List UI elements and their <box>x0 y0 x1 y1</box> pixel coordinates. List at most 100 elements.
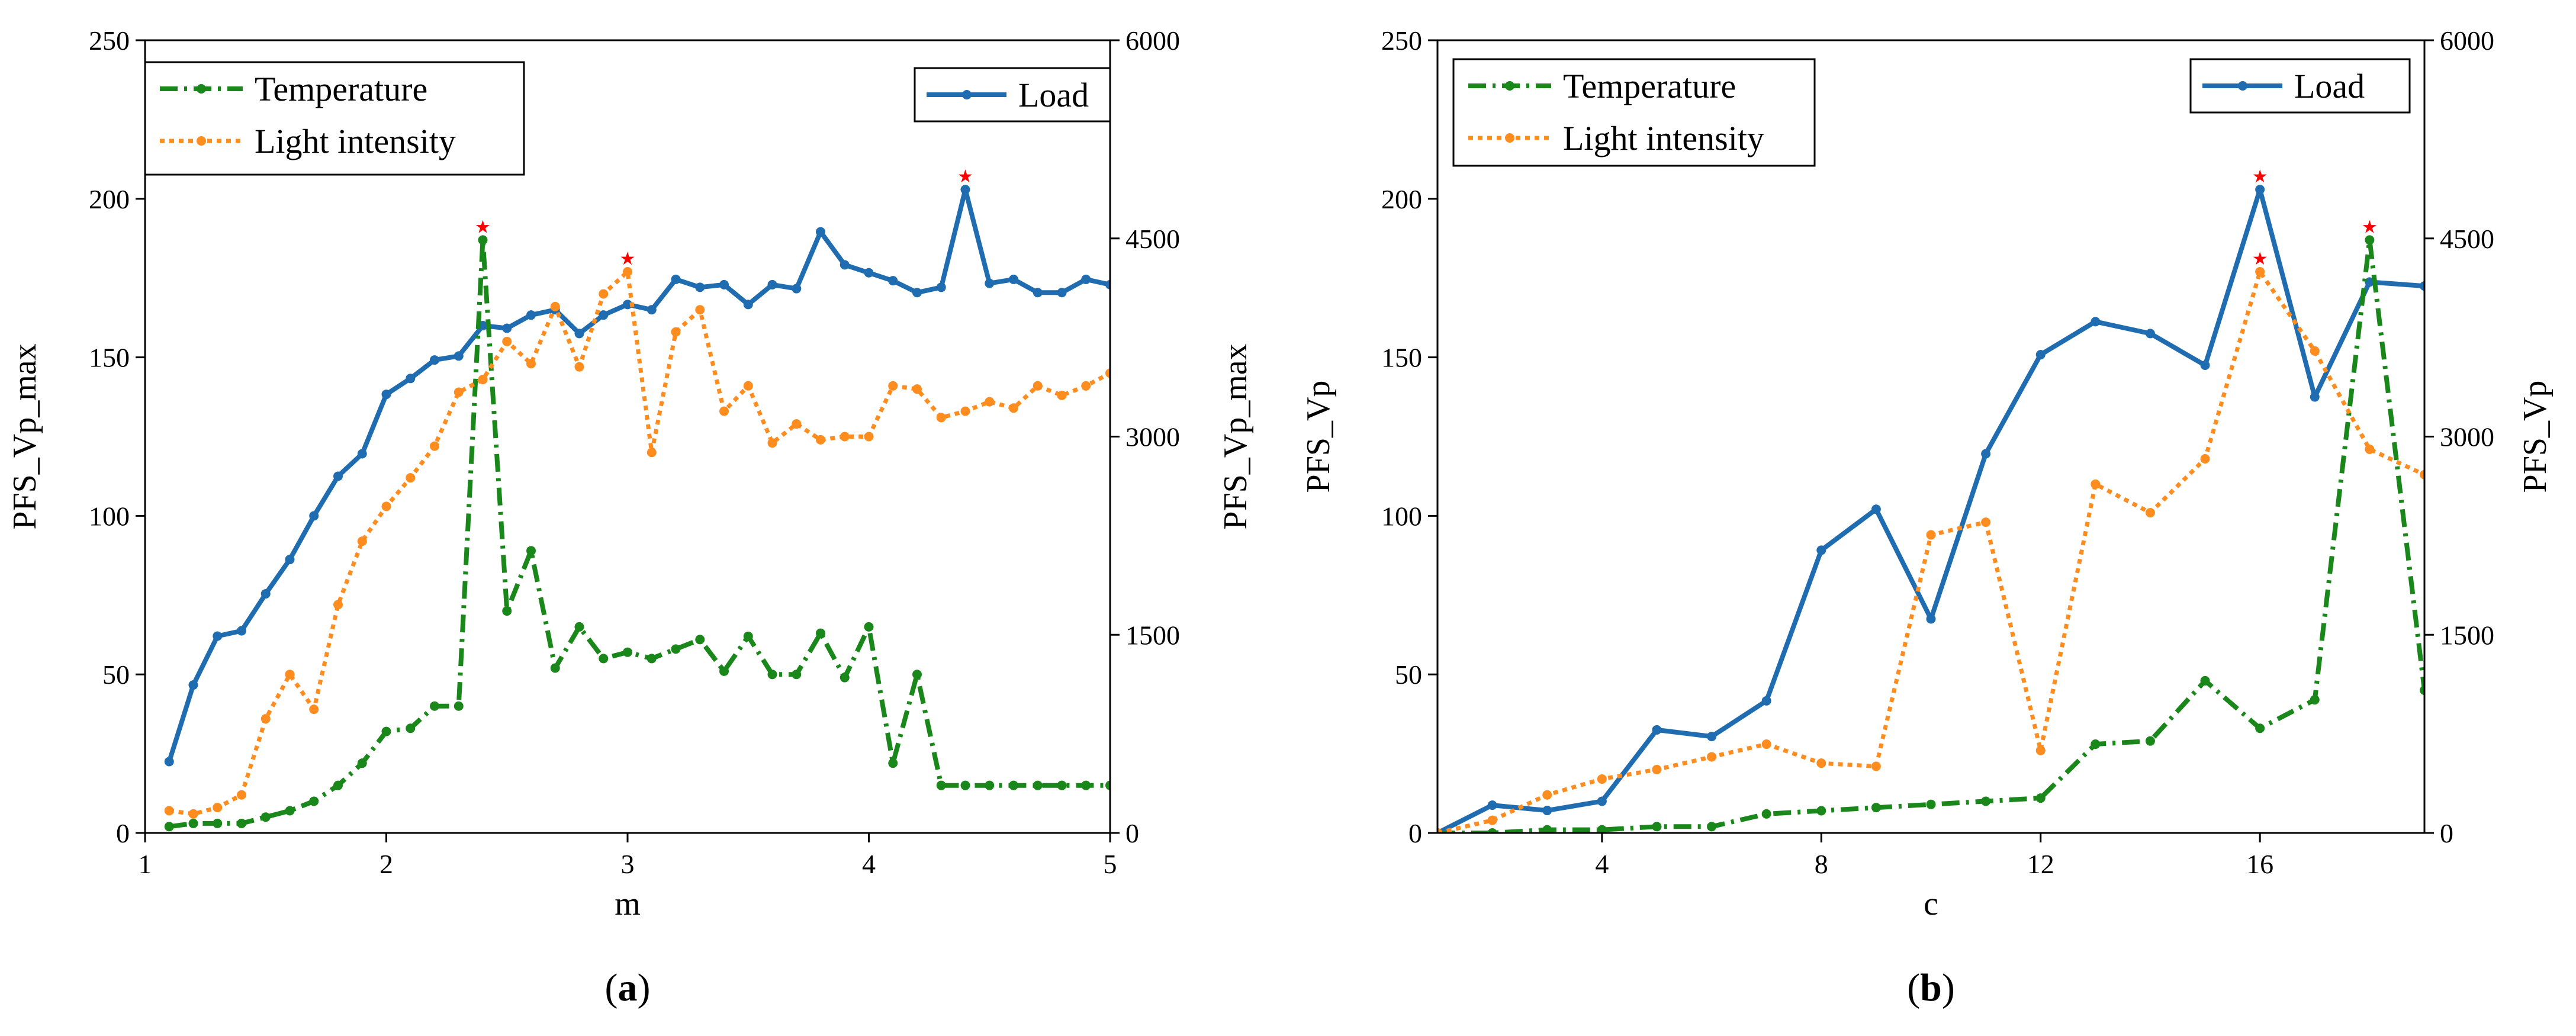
data-point-light-intensity <box>647 448 657 458</box>
data-point-temperature <box>792 670 802 680</box>
data-point-load <box>623 300 632 310</box>
y-left-tick-label: 250 <box>1381 25 1422 56</box>
series-group <box>164 185 1110 832</box>
y-left-tick-label: 0 <box>116 818 130 848</box>
data-point-light-intensity <box>309 704 319 715</box>
data-point-temperature <box>2420 685 2424 695</box>
data-point-light-intensity <box>502 336 512 346</box>
data-point-temperature <box>840 673 850 683</box>
data-point-temperature <box>2365 235 2375 245</box>
data-point-light-intensity <box>1871 761 1881 771</box>
data-point-light-intensity <box>864 432 874 442</box>
data-point-temperature <box>985 780 995 790</box>
data-point-light-intensity <box>1761 739 1771 749</box>
y-right-tick-label: 6000 <box>1125 25 1180 56</box>
data-point-load <box>1487 800 1497 810</box>
data-point-temperature <box>623 647 632 657</box>
data-point-load <box>840 260 850 270</box>
data-point-load <box>237 626 246 636</box>
legend-label: Temperature <box>255 70 427 108</box>
data-point-temperature <box>2200 675 2210 686</box>
data-point-load <box>1707 732 1717 742</box>
x-tick-label: 8 <box>1815 849 1828 879</box>
data-point-light-intensity <box>2145 508 2155 518</box>
x-tick-label: 4 <box>1595 849 1609 879</box>
data-point-temperature <box>164 822 174 832</box>
data-point-temperature <box>333 780 343 790</box>
data-point-temperature <box>237 818 246 828</box>
data-point-load <box>1871 504 1881 514</box>
panel-label: (a) <box>605 966 651 1009</box>
data-point-light-intensity <box>1707 752 1717 762</box>
data-point-temperature <box>816 628 825 638</box>
peak-star-marker: ★ <box>620 249 636 269</box>
data-point-temperature <box>767 670 777 680</box>
data-point-load <box>1105 279 1110 289</box>
legend-label: Temperature <box>1563 67 1736 105</box>
legend-box <box>1452 58 1816 167</box>
legend-label: Load <box>1018 76 1089 114</box>
data-point-temperature <box>2035 793 2046 803</box>
data-point-load <box>1081 274 1091 284</box>
legend-marker <box>1505 133 1514 143</box>
data-point-light-intensity <box>164 806 174 816</box>
x-tick-label: 3 <box>621 849 635 879</box>
panel-b: ★ ★ ★ 4 8 12 16 0 50 100 150 200 250 0 1500 3000 4500 600… <box>1300 25 2554 1009</box>
data-point-load <box>719 279 729 289</box>
data-point-temperature <box>912 670 922 680</box>
data-point-temperature <box>888 758 898 768</box>
data-point-temperature <box>960 780 970 790</box>
data-point-light-intensity <box>213 803 223 813</box>
data-point-light-intensity <box>406 473 416 483</box>
data-point-light-intensity <box>2365 444 2375 454</box>
peak-star-marker: ★ <box>2362 217 2378 237</box>
x-axis-label: m <box>615 886 641 922</box>
data-point-temperature <box>188 818 198 828</box>
legend-label: Load <box>2294 67 2365 105</box>
peak-star-marker: ★ <box>2252 167 2268 186</box>
series-line-temperature <box>169 237 1110 829</box>
legend-label: Light intensity <box>255 122 456 160</box>
y-right-tick-label: 1500 <box>2440 620 2494 650</box>
data-point-light-intensity <box>1009 403 1018 413</box>
data-point-load <box>1761 696 1771 706</box>
data-point-load <box>864 268 874 278</box>
data-point-light-intensity <box>1981 517 1991 527</box>
data-point-light-intensity <box>2091 479 2101 489</box>
y-left-tick-label: 100 <box>1381 501 1422 531</box>
x-tick-label: 5 <box>1104 849 1117 879</box>
data-point-light-intensity <box>357 536 367 546</box>
legend-right: Load <box>914 67 1111 123</box>
data-point-load <box>502 323 512 333</box>
data-point-light-intensity <box>550 301 560 311</box>
data-point-temperature <box>647 654 657 664</box>
y-left-tick-label: 150 <box>89 343 130 373</box>
data-point-light-intensity <box>936 413 946 423</box>
data-point-load <box>985 278 995 288</box>
data-point-temperature <box>261 812 271 822</box>
data-point-light-intensity <box>1437 828 1442 833</box>
data-point-temperature <box>309 796 319 806</box>
data-point-load <box>2035 350 2046 360</box>
data-point-light-intensity <box>478 375 488 385</box>
data-point-temperature <box>1816 806 1826 816</box>
data-point-load <box>454 351 464 361</box>
data-point-temperature <box>2255 723 2265 733</box>
data-point-load <box>2200 360 2210 370</box>
data-point-light-intensity <box>960 406 970 416</box>
data-point-light-intensity <box>1816 758 1826 768</box>
legend-marker <box>2238 81 2247 91</box>
data-point-light-intensity <box>526 359 536 369</box>
x-tick-label: 4 <box>862 849 876 879</box>
legend-marker <box>962 90 972 99</box>
data-point-light-intensity <box>671 327 681 337</box>
y-axis-label-left: PFS_Vp <box>1300 381 1337 493</box>
data-point-load <box>285 555 295 565</box>
data-point-load <box>647 305 657 315</box>
data-point-light-intensity <box>261 714 271 724</box>
data-point-temperature <box>430 701 439 711</box>
data-point-temperature <box>2310 695 2320 705</box>
data-point-light-intensity <box>1057 390 1067 400</box>
y-right-tick-label: 0 <box>1125 818 1139 848</box>
